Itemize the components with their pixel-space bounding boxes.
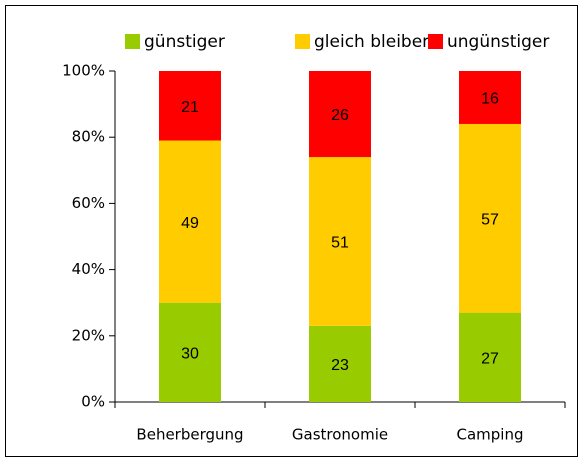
bar-segment bbox=[159, 140, 221, 303]
data-label: 49 bbox=[181, 215, 199, 232]
data-label: 57 bbox=[481, 212, 499, 229]
data-label: 26 bbox=[331, 107, 349, 124]
y-tick-label: 80% bbox=[72, 128, 105, 146]
legend-swatch bbox=[295, 34, 310, 49]
y-tick-label: 40% bbox=[72, 260, 105, 278]
y-tick-label: 20% bbox=[72, 326, 105, 344]
x-tick-label: Beherbergung bbox=[136, 426, 243, 444]
data-label: 16 bbox=[481, 91, 499, 108]
y-tick-label: 0% bbox=[81, 393, 105, 411]
bar-segment bbox=[459, 312, 521, 402]
legend-swatch bbox=[428, 34, 443, 49]
bar-segment bbox=[309, 71, 371, 158]
legend-label: günstiger bbox=[144, 32, 225, 52]
y-tick-label: 100% bbox=[62, 62, 105, 80]
data-label: 21 bbox=[181, 99, 199, 116]
bar-segment bbox=[459, 71, 521, 124]
data-label: 27 bbox=[481, 351, 499, 368]
bar-segment bbox=[459, 123, 521, 313]
x-tick-label: Camping bbox=[457, 426, 524, 444]
legend-swatch bbox=[125, 34, 140, 49]
bar-segment bbox=[309, 325, 371, 402]
data-label: 30 bbox=[181, 346, 199, 363]
data-label: 23 bbox=[331, 357, 349, 374]
bar-segment bbox=[159, 71, 221, 141]
legend-label: ungünstiger bbox=[447, 32, 549, 52]
data-label: 51 bbox=[331, 235, 349, 252]
x-tick-label: Gastronomie bbox=[292, 426, 388, 444]
bar-segment bbox=[309, 157, 371, 326]
legend-label: gleich bleibend bbox=[314, 32, 444, 52]
bar-segment bbox=[159, 302, 221, 402]
y-tick-label: 60% bbox=[72, 194, 105, 212]
